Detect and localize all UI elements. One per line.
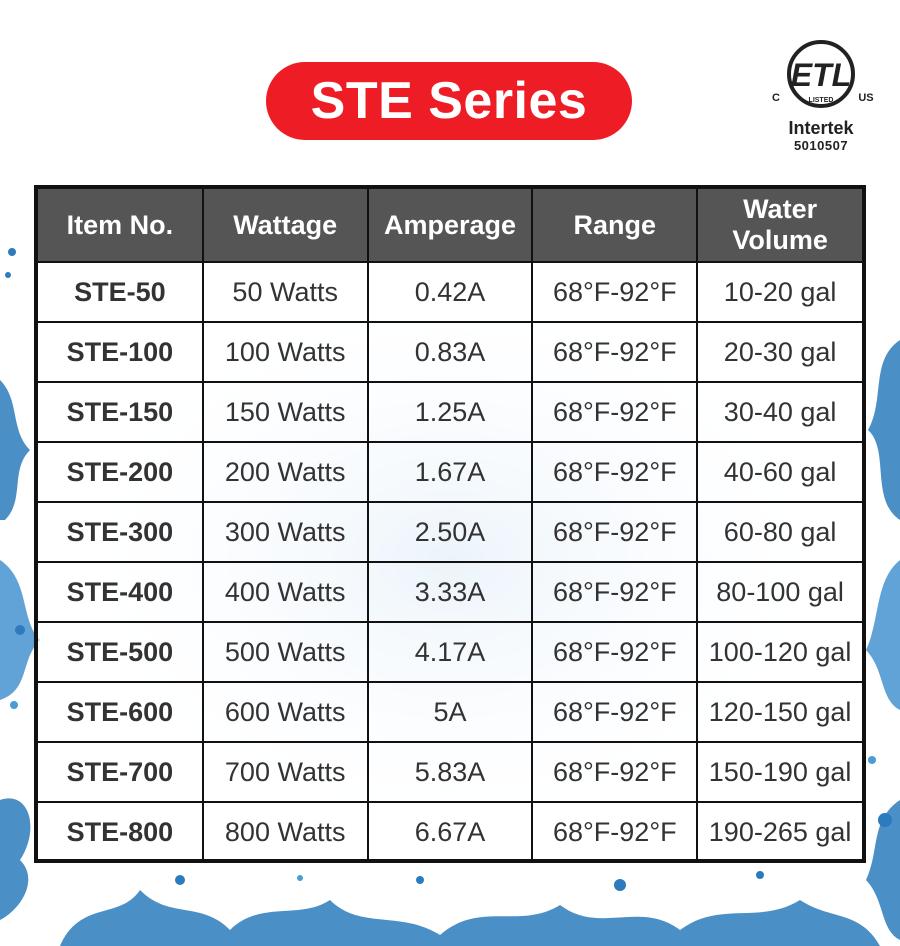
table-cell: 68°F-92°F (531, 801, 699, 861)
item-number-cell: STE-400 (38, 561, 204, 623)
table-cell: 0.83A (366, 321, 534, 383)
column-header: Wattage (201, 189, 369, 263)
item-number-cell: STE-500 (38, 621, 204, 683)
item-number-cell: STE-150 (38, 381, 204, 443)
table-cell: 40-60 gal (696, 441, 862, 503)
series-title: STE Series (310, 72, 588, 130)
table-cell: 190-265 gal (696, 801, 862, 861)
item-number-cell: STE-50 (38, 261, 204, 323)
table-header-row: Item No. Wattage Amperage Range Water Volume (38, 189, 862, 263)
table-cell: 100 Watts (201, 321, 369, 383)
table-cell: 700 Watts (201, 741, 369, 803)
table-cell: 68°F-92°F (531, 621, 699, 683)
table-cell: 0.42A (366, 261, 534, 323)
table-cell: 2.50A (366, 501, 534, 563)
table-cell: 100-120 gal (696, 621, 862, 683)
item-number-cell: STE-200 (38, 441, 204, 503)
table-cell: 68°F-92°F (531, 441, 699, 503)
table-row: STE-150 150 Watts 1.25A 68°F-92°F 30-40 gal (38, 381, 862, 443)
table-cell: 68°F-92°F (531, 261, 699, 323)
series-title-badge: STE Series (266, 62, 632, 140)
table-body: STE-50 50 Watts 0.42A 68°F-92°F 10-20 gal STE… (38, 261, 862, 861)
table-row: STE-100 100 Watts 0.83A 68°F-92°F 20-30 gal (38, 321, 862, 383)
table-row: STE-50 50 Watts 0.42A 68°F-92°F 10-20 gal (38, 261, 862, 323)
item-number-cell: STE-800 (38, 801, 204, 861)
table-cell: 200 Watts (201, 441, 369, 503)
table-cell: 5A (366, 681, 534, 743)
table-row: STE-600 600 Watts 5A 68°F-92°F 120-150 gal (38, 681, 862, 743)
table-row: STE-800 800 Watts 6.67A 68°F-92°F 190-265 ga… (38, 801, 862, 861)
table-cell: 4.17A (366, 621, 534, 683)
table-cell: 3.33A (366, 561, 534, 623)
table-cell: 600 Watts (201, 681, 369, 743)
table-row: STE-700 700 Watts 5.83A 68°F-92°F 150-190 ga… (38, 741, 862, 803)
table-cell: 10-20 gal (696, 261, 862, 323)
table-cell: 50 Watts (201, 261, 369, 323)
table-cell: 400 Watts (201, 561, 369, 623)
certification-number: 5010507 (793, 138, 849, 153)
table-cell: 800 Watts (201, 801, 369, 861)
table-cell: 1.67A (366, 441, 534, 503)
item-number-cell: STE-300 (38, 501, 204, 563)
table-cell: 6.67A (366, 801, 534, 861)
table-row: STE-200 200 Watts 1.67A 68°F-92°F 40-60 gal (38, 441, 862, 503)
table-cell: 68°F-92°F (531, 321, 699, 383)
table-cell: 1.25A (366, 381, 534, 443)
table-cell: 80-100 gal (696, 561, 862, 623)
table-cell: 300 Watts (201, 501, 369, 563)
column-header: Item No. (38, 189, 204, 263)
table-cell: 60-80 gal (696, 501, 862, 563)
item-number-cell: STE-600 (38, 681, 204, 743)
table-cell: 68°F-92°F (531, 381, 699, 443)
table-cell: 68°F-92°F (531, 501, 699, 563)
table-cell: 30-40 gal (696, 381, 862, 443)
table-cell: 68°F-92°F (531, 561, 699, 623)
etl-certification-mark: ETL LISTED C US Intertek 5010507 (766, 36, 876, 166)
table-cell: 20-30 gal (696, 321, 862, 383)
column-header: Range (531, 189, 699, 263)
table-cell: 150-190 gal (696, 741, 862, 803)
column-header: Water Volume (696, 189, 862, 263)
item-number-cell: STE-100 (38, 321, 204, 383)
table-row: STE-400 400 Watts 3.33A 68°F-92°F 80-100 gal (38, 561, 862, 623)
item-number-cell: STE-700 (38, 741, 204, 803)
intertek-brand: Intertek (788, 118, 854, 138)
table-cell: 68°F-92°F (531, 681, 699, 743)
etl-mark-text: ETL (791, 57, 851, 93)
table-cell: 500 Watts (201, 621, 369, 683)
etl-c-text: C (772, 92, 780, 104)
table-cell: 5.83A (366, 741, 534, 803)
etl-us-text: US (858, 92, 873, 104)
etl-listed-logo: ETL LISTED C US (772, 40, 874, 108)
column-header: Amperage (366, 189, 534, 263)
table-row: STE-300 300 Watts 2.50A 68°F-92°F 60-80 gal (38, 501, 862, 563)
table-row: STE-500 500 Watts 4.17A 68°F-92°F 100-120 ga… (38, 621, 862, 683)
etl-listed-text: LISTED (809, 97, 834, 104)
table-cell: 120-150 gal (696, 681, 862, 743)
spec-table-container: Item No. Wattage Amperage Range Water Volume… (34, 185, 866, 863)
spec-table: Item No. Wattage Amperage Range Water Volume… (38, 189, 862, 861)
table-cell: 68°F-92°F (531, 741, 699, 803)
table-cell: 150 Watts (201, 381, 369, 443)
